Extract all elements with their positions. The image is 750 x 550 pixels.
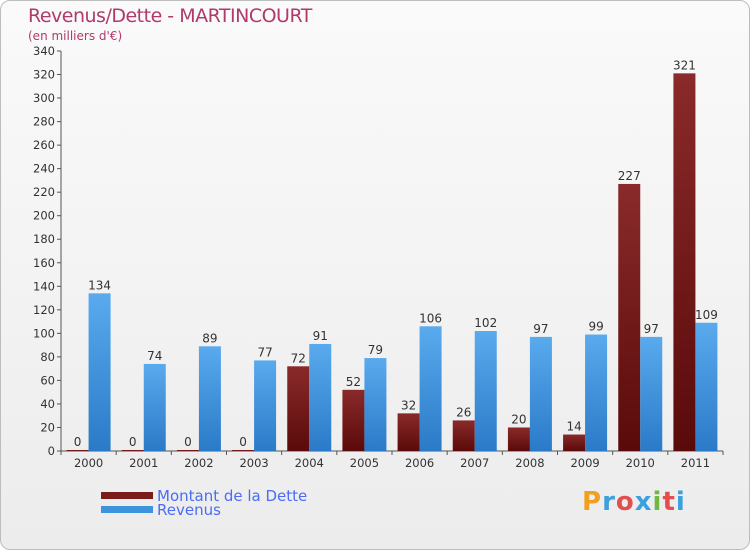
data-label-revenus-2009: 99 [588,320,603,334]
bar-dette-2002 [176,450,199,451]
legend-swatch-revenus [101,506,153,513]
bar-dette-2004 [287,366,310,451]
bar-dette-2000 [66,450,89,451]
y-tick-label: 160 [33,256,55,270]
data-label-revenus-2010: 97 [644,322,659,336]
x-tick-label: 2008 [515,456,544,470]
bar-dette-2006 [397,413,420,451]
data-label-revenus-2007: 102 [474,316,497,330]
chart-subtitle: (en milliers d'€) [28,29,123,43]
logo-letter: P [582,487,603,517]
bar-dette-2003 [232,450,255,451]
y-tick-label: 100 [33,326,55,340]
data-label-dette-2002: 0 [184,435,192,449]
y-tick-label: 180 [33,232,55,246]
bar-revenus-2011 [695,322,718,451]
chart-title: Revenus/Dette - MARTINCOURT [28,5,312,27]
y-tick-label: 60 [40,373,55,387]
data-label-dette-2000: 0 [74,435,82,449]
logo-letter: i [652,487,663,517]
data-label-revenus-2005: 79 [368,343,383,357]
bar-dette-2011 [673,73,696,452]
y-tick-label: 220 [33,185,55,199]
y-tick-label: 320 [33,68,55,82]
x-tick-label: 2010 [626,456,655,470]
y-tick-label: 140 [33,279,55,293]
y-tick-label: 20 [40,420,55,434]
y-tick-label: 260 [33,138,55,152]
y-tick-label: 200 [33,209,55,223]
y-tick-label: 0 [48,444,55,458]
data-label-revenus-2003: 77 [257,345,272,359]
data-label-dette-2003: 0 [239,435,247,449]
data-label-revenus-2008: 97 [533,322,548,336]
logo-letter: i [675,487,686,517]
x-tick-label: 2000 [74,456,103,470]
bar-revenus-2008 [529,336,552,451]
bar-revenus-2005 [364,358,387,451]
logo-letter: x [634,487,653,517]
data-label-dette-2008: 20 [511,412,526,426]
data-label-dette-2007: 26 [456,405,471,419]
data-label-revenus-2006: 106 [419,311,442,325]
y-tick-label: 80 [40,350,55,364]
data-label-revenus-2000: 134 [88,278,111,292]
bar-dette-2001 [121,450,144,451]
y-tick-label: 340 [33,44,55,58]
logo-letter: r [602,487,616,517]
data-label-dette-2004: 72 [291,351,306,365]
bar-revenus-2001 [143,363,166,451]
x-tick-label: 2007 [460,456,489,470]
y-tick-label: 40 [40,397,55,411]
legend-label-revenus: Revenus [157,501,221,519]
bar-dette-2005 [342,389,365,451]
legend-swatch-dette [101,492,153,499]
bar-revenus-2000 [88,293,111,451]
bar-revenus-2009 [585,334,608,451]
x-tick-label: 2002 [184,456,213,470]
bar-revenus-2007 [474,331,497,451]
bar-revenus-2002 [198,346,221,451]
legend-label-dette: Montant de la Dette [157,487,308,505]
bar-dette-2010 [618,183,641,452]
data-label-dette-2009: 14 [566,420,581,434]
x-tick-label: 2009 [570,456,599,470]
data-label-revenus-2001: 74 [147,349,162,363]
x-tick-label: 2005 [350,456,379,470]
y-tick-label: 280 [33,115,55,129]
x-tick-label: 2001 [129,456,158,470]
logo-letter: t [662,487,676,517]
bar-revenus-2006 [419,326,442,451]
data-label-revenus-2002: 89 [202,331,217,345]
y-tick-label: 300 [33,91,55,105]
data-label-dette-2001: 0 [129,435,137,449]
x-tick-label: 2003 [239,456,268,470]
data-label-revenus-2004: 91 [313,329,328,343]
y-tick-label: 240 [33,162,55,176]
bar-revenus-2004 [309,343,332,451]
x-tick-label: 2011 [681,456,710,470]
data-label-dette-2005: 52 [346,375,361,389]
data-label-revenus-2011: 109 [695,308,718,322]
bar-dette-2009 [563,434,586,451]
bar-dette-2008 [507,427,530,451]
bar-dette-2007 [452,420,475,451]
proxiti-logo: Proxiti [582,487,686,517]
bar-revenus-2003 [254,360,277,451]
x-tick-label: 2004 [295,456,324,470]
data-label-dette-2011: 321 [673,58,696,72]
data-label-dette-2006: 32 [401,398,416,412]
logo-letter: o [615,487,635,517]
bar-revenus-2010 [640,336,663,451]
y-tick-label: 120 [33,303,55,317]
data-label-dette-2010: 227 [618,169,641,183]
x-tick-label: 2006 [405,456,434,470]
